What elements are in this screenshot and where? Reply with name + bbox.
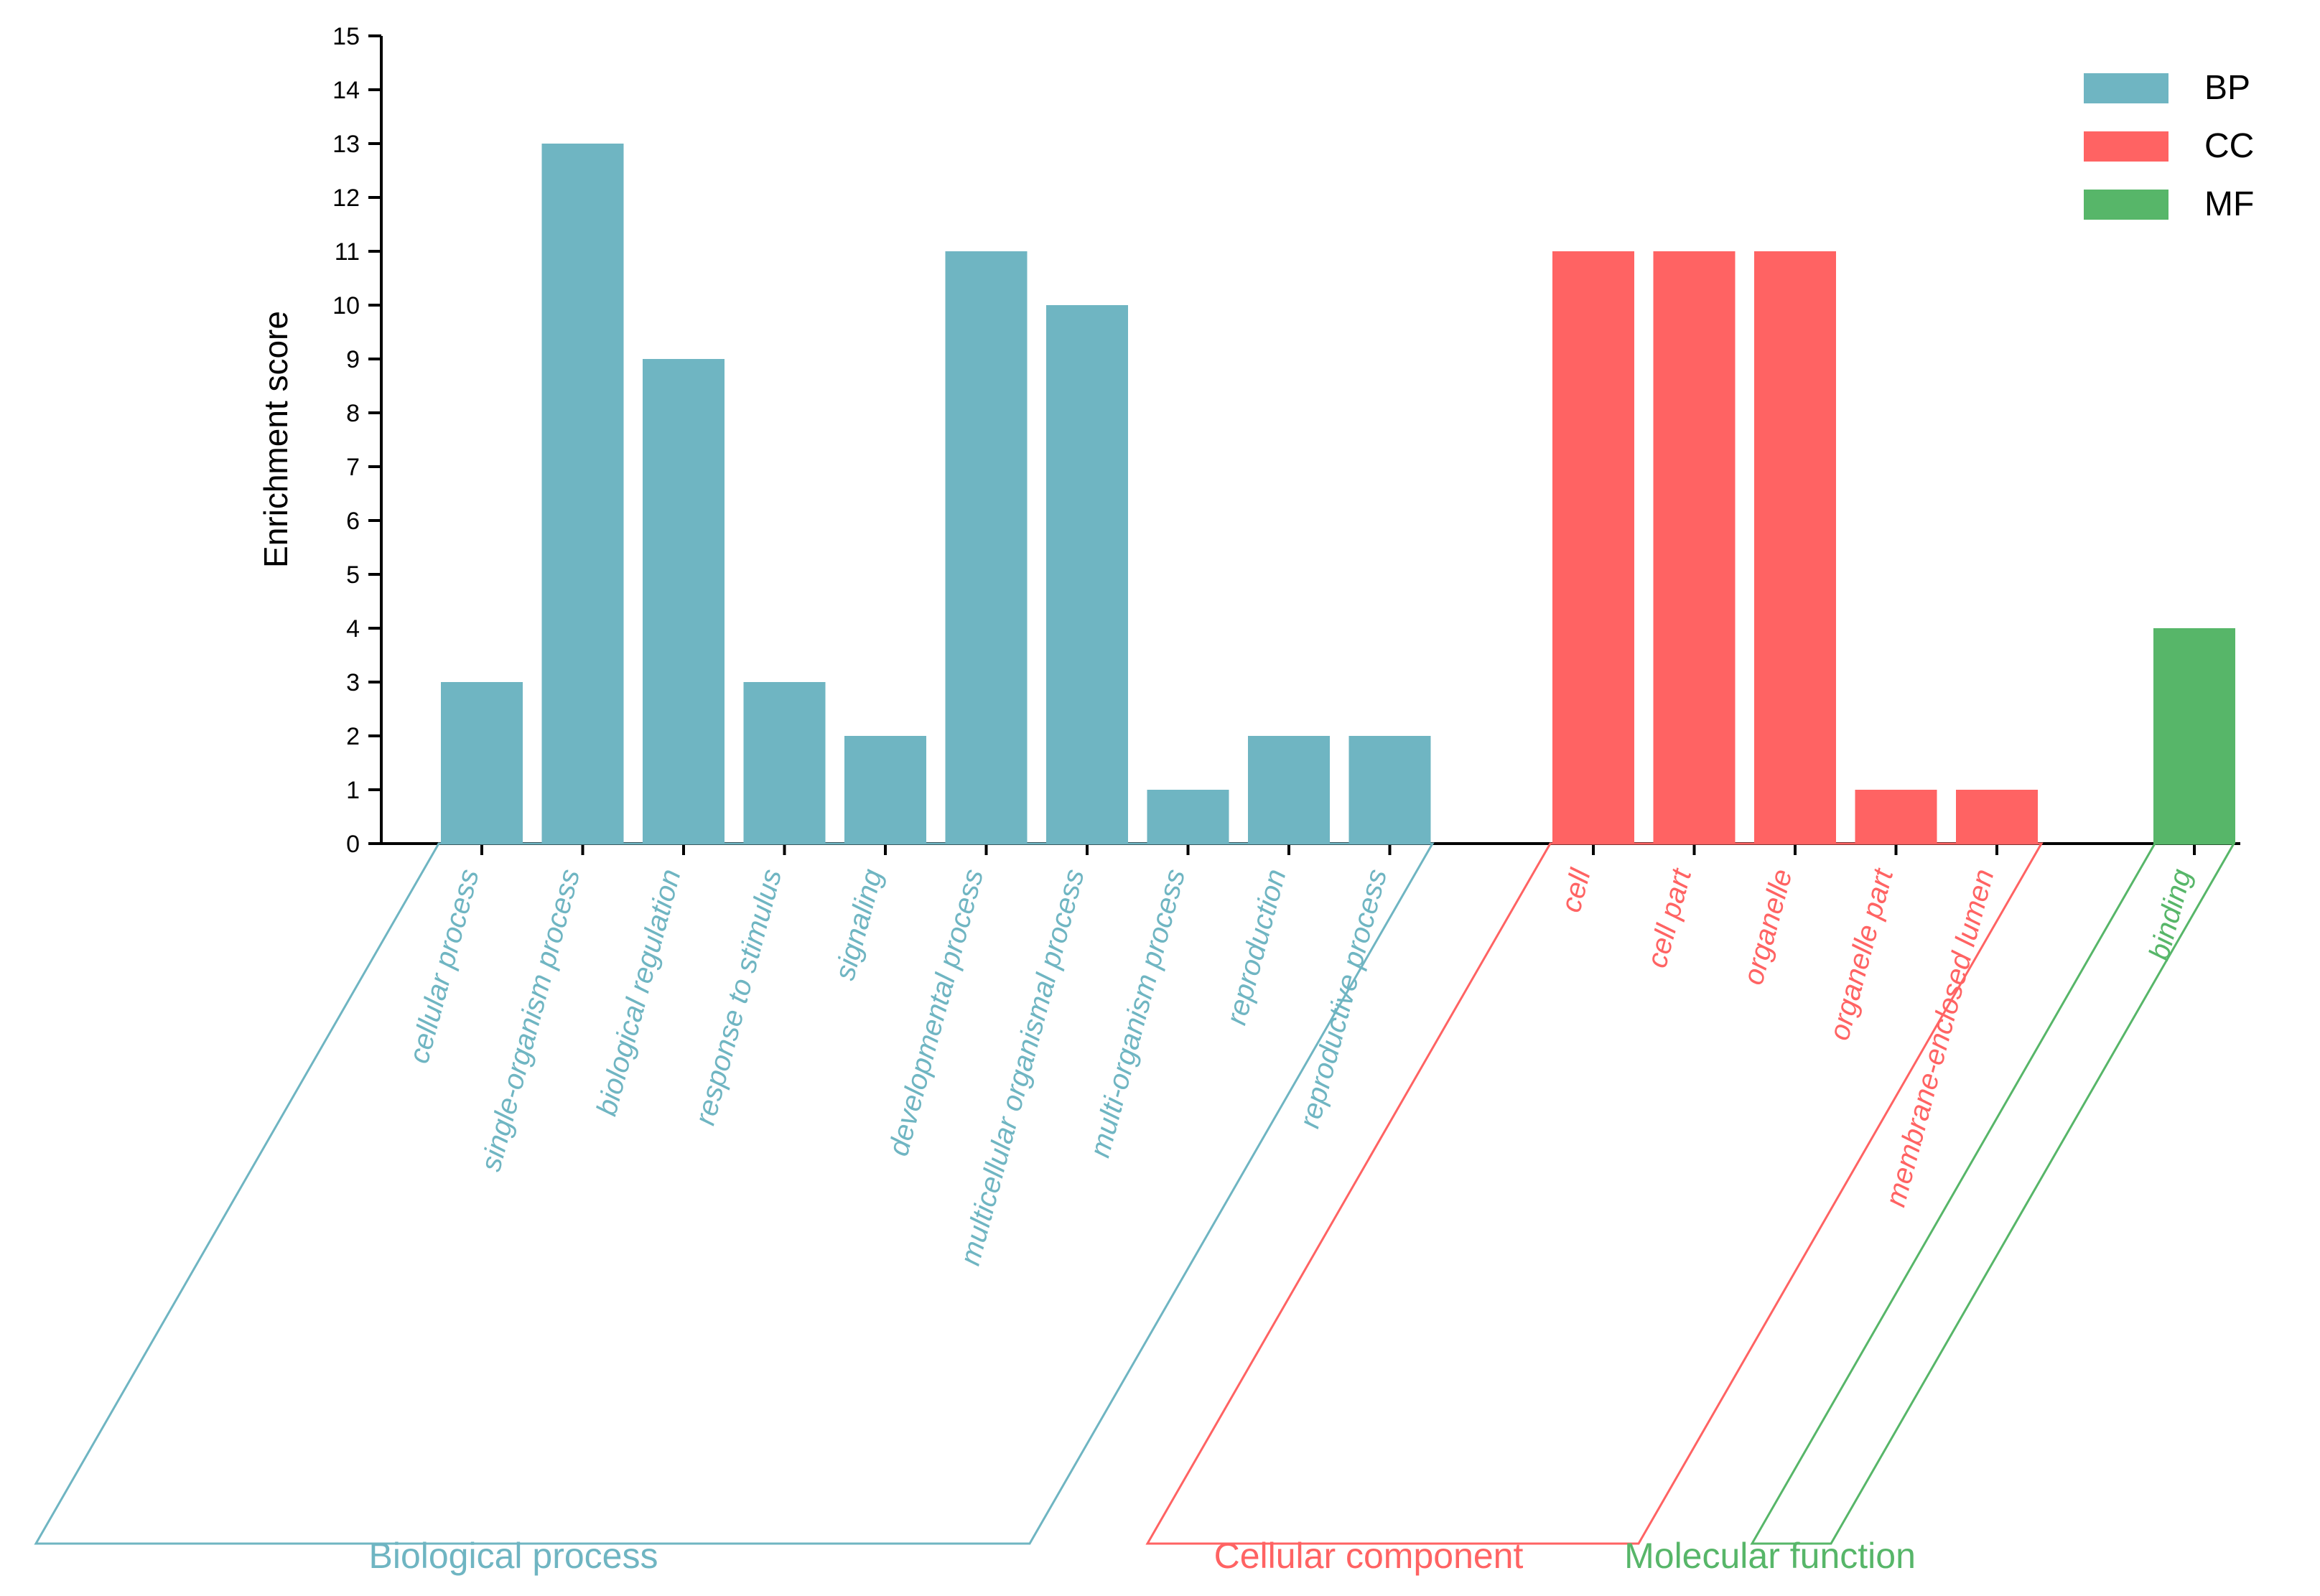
group-label: Biological process xyxy=(369,1536,658,1576)
bar-cc xyxy=(1754,251,1836,844)
x-tick-label: cellular process xyxy=(403,866,485,1067)
legend-label: CC xyxy=(2204,127,2254,165)
legend-label: BP xyxy=(2204,69,2250,107)
y-axis-title: Enrichment score xyxy=(257,311,294,568)
bar-bp xyxy=(1348,736,1431,844)
bar-mf xyxy=(2153,628,2235,844)
y-tick-label: 12 xyxy=(332,185,360,212)
x-tick-label: multi-organism process xyxy=(1084,866,1192,1161)
bar-bp xyxy=(945,251,1028,844)
y-tick-label: 10 xyxy=(332,292,360,319)
y-tick-label: 11 xyxy=(335,238,360,266)
x-tick-label: organelle xyxy=(1738,866,1799,988)
legend-swatch-bp xyxy=(2084,73,2168,103)
x-tick-label: organelle part xyxy=(1823,864,1899,1043)
bar-bp xyxy=(844,736,926,844)
legend-swatch-cc xyxy=(2084,131,2168,162)
y-tick-label: 14 xyxy=(332,77,360,104)
x-tick-label: binding xyxy=(2143,866,2198,963)
x-tick-label: biological regulation xyxy=(591,866,687,1119)
x-tick-label: signaling xyxy=(829,866,888,984)
bar-bp xyxy=(441,682,523,844)
group-bracket-cc xyxy=(1145,842,2044,1545)
y-tick-label: 6 xyxy=(346,508,360,535)
legend-label: MF xyxy=(2204,185,2254,223)
group-bracket-bp xyxy=(34,842,1435,1545)
bar-cc xyxy=(1855,790,1937,844)
y-tick-label: 5 xyxy=(346,561,360,589)
group-bracket-mf xyxy=(1750,842,2236,1545)
y-tick-label: 15 xyxy=(332,23,360,50)
y-tick-label: 8 xyxy=(346,400,360,427)
bar-bp xyxy=(541,144,624,844)
x-tick-label: cell part xyxy=(1641,864,1697,971)
bar-bp xyxy=(1248,736,1330,844)
y-tick-label: 0 xyxy=(346,831,360,858)
legend-swatch-mf xyxy=(2084,190,2168,220)
y-tick-label: 13 xyxy=(332,131,360,158)
group-label: Cellular component xyxy=(1214,1536,1524,1576)
bar-bp xyxy=(643,359,725,844)
bar-bp xyxy=(743,682,826,844)
bar-bp xyxy=(1147,790,1229,844)
bar-cc xyxy=(1552,251,1634,844)
y-tick-label: 3 xyxy=(346,669,360,696)
y-tick-label: 4 xyxy=(346,615,360,643)
x-tick-label: developmental process xyxy=(882,866,989,1159)
x-tick-label: membrane-enclosed lumen xyxy=(1880,866,2000,1210)
y-tick-label: 7 xyxy=(346,454,360,481)
x-tick-label: single-organism process xyxy=(475,866,586,1175)
x-tick-label: cell xyxy=(1555,865,1597,915)
bar-cc xyxy=(1956,790,2038,844)
bar-bp xyxy=(1046,305,1128,844)
x-tick-label: reproduction xyxy=(1221,866,1292,1028)
bar-cc xyxy=(1653,251,1736,844)
group-label: Molecular function xyxy=(1624,1536,1916,1576)
y-tick-label: 1 xyxy=(346,777,360,804)
y-tick-label: 2 xyxy=(346,723,360,750)
y-tick-label: 9 xyxy=(346,346,360,373)
x-tick-label: response to stimulus xyxy=(689,866,788,1129)
